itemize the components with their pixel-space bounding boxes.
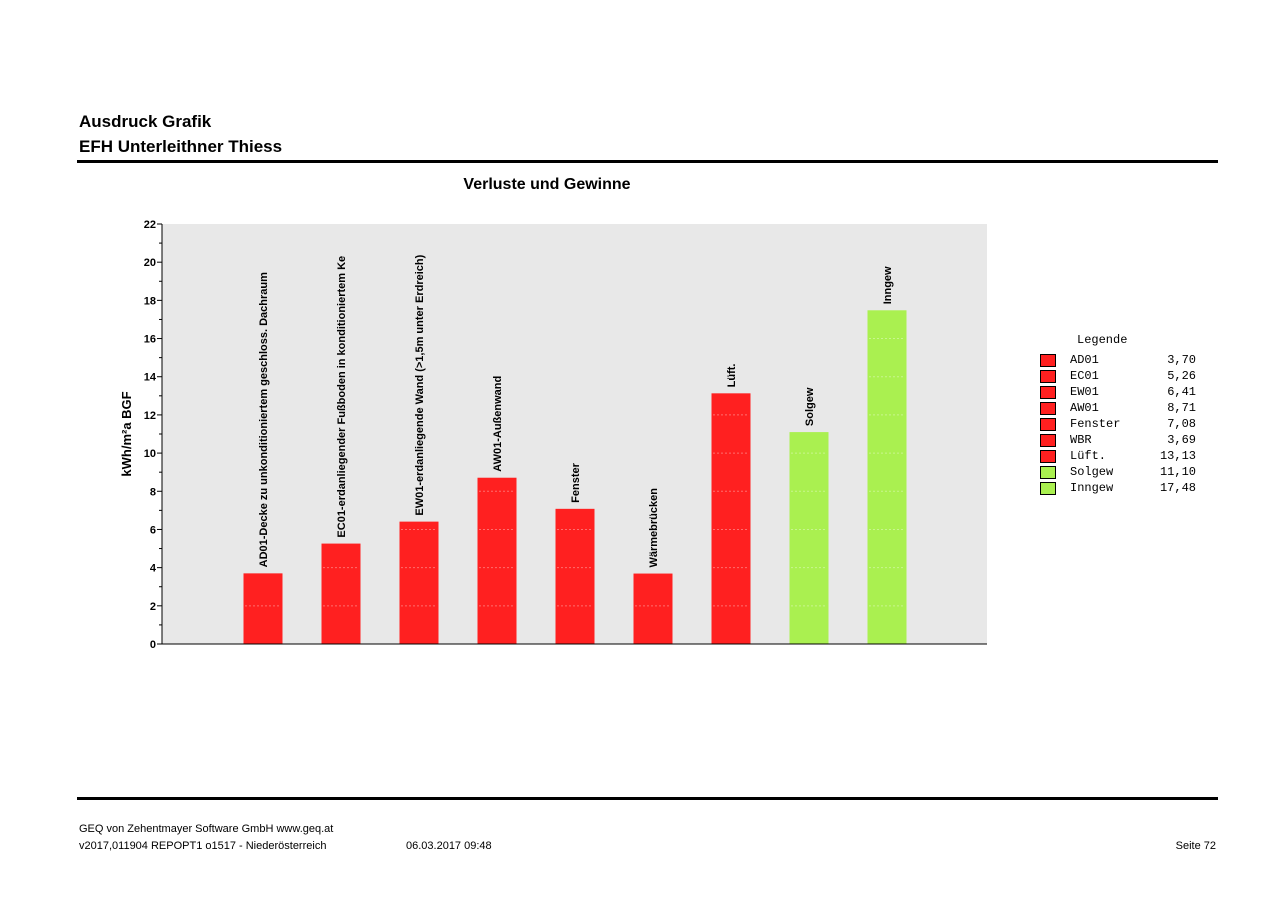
footer-divider (77, 797, 1218, 800)
bar-label: Inngew (882, 266, 894, 304)
legend-swatch (1040, 401, 1056, 415)
legend-swatch (1040, 385, 1056, 399)
legend-item-value: 8,71 (1167, 401, 1196, 415)
legend-swatch (1040, 353, 1056, 367)
y-tick-label: 4 (150, 563, 157, 575)
bar-label: EW01-erdanliegende Wand (>1,5m unter Erd… (414, 254, 426, 515)
legend-item-name: Fenster (1070, 417, 1121, 431)
legend-item: AW01 8,71 (1040, 400, 1196, 416)
y-tick-label: 16 (144, 334, 156, 346)
y-tick-label: 0 (150, 639, 156, 651)
bar (789, 432, 829, 644)
bar (867, 310, 907, 644)
chart-title: Verluste und Gewinne (463, 176, 630, 193)
y-tick-label: 8 (150, 486, 156, 498)
legend-item-name: WBR (1070, 433, 1092, 447)
report-title: Ausdruck Grafik (79, 112, 212, 131)
legend-item: Inngew 17,48 (1040, 480, 1196, 496)
legend-swatch (1040, 481, 1056, 495)
legend-rows: AD01 3,70 EC01 5,26 EW01 6,41 AW01 8,71 Fenster 7… (1040, 352, 1196, 496)
legend-title: Legende (1077, 333, 1128, 347)
legend-item-value: 5,26 (1167, 369, 1196, 383)
y-tick-label: 20 (144, 257, 156, 269)
bar-label: Fenster (570, 462, 582, 502)
legend-item-value: 7,08 (1167, 417, 1196, 431)
footer-version: v2017,011904 REPOPT1 o1517 - Niederöster… (79, 840, 327, 852)
legend-item-name: EC01 (1070, 369, 1099, 383)
legend-swatch (1040, 433, 1056, 447)
bar (633, 573, 673, 644)
bar-labels: AD01-Decke zu unkonditioniertem geschlos… (258, 254, 894, 567)
y-tick-label: 18 (144, 295, 156, 307)
bars (243, 310, 907, 644)
legend: Legende AD01 3,70 EC01 5,26 EW01 6,41 AW01 8,71… (1040, 333, 1196, 496)
bar-label: Wärmebrücken (648, 488, 660, 568)
legend-swatch (1040, 449, 1056, 463)
project-name: EFH Unterleithner Thiess (79, 137, 283, 156)
legend-item: WBR 3,69 (1040, 432, 1196, 448)
y-tick-label: 14 (144, 372, 157, 384)
legend-swatch (1040, 417, 1056, 431)
legend-swatch (1040, 465, 1056, 479)
y-tick-label: 2 (150, 601, 156, 613)
footer-datetime: 06.03.2017 09:48 (406, 840, 492, 852)
legend-item: EC01 5,26 (1040, 368, 1196, 384)
legend-item-value: 13,13 (1159, 449, 1196, 463)
legend-item-value: 6,41 (1167, 385, 1196, 399)
bar-label: EC01-erdanliegender Fußboden in konditio… (336, 256, 348, 538)
legend-item-name: AW01 (1070, 401, 1099, 415)
legend-item-value: 3,70 (1167, 353, 1196, 367)
legend-item-value: 11,10 (1159, 465, 1196, 479)
bar (555, 508, 595, 644)
legend-item: EW01 6,41 (1040, 384, 1196, 400)
bar (321, 543, 361, 644)
legend-item-name: Lüft. (1070, 449, 1107, 463)
y-axis: 0 2 4 6 8 10 12 14 16 18 20 22 (144, 219, 163, 651)
legend-item: AD01 3,70 (1040, 352, 1196, 368)
legend-item-name: AD01 (1070, 353, 1099, 367)
bar-label: Lüft. (726, 364, 738, 388)
legend-item-name: Solgew (1070, 465, 1114, 479)
footer-company: GEQ von Zehentmayer Software GmbH www.ge… (79, 823, 334, 835)
y-axis-label: kWh/m²a BGF (119, 391, 134, 476)
bar (243, 573, 283, 644)
bar (711, 393, 751, 644)
header-divider (77, 160, 1218, 163)
bar-label: AW01-Außenwand (492, 376, 504, 472)
legend-item: Fenster 7,08 (1040, 416, 1196, 432)
legend-item-name: Inngew (1070, 481, 1114, 495)
y-tick-label: 6 (150, 524, 156, 536)
y-tick-label: 22 (144, 219, 156, 231)
legend-item-value: 17,48 (1159, 481, 1196, 495)
footer-page-number: Seite 72 (1175, 840, 1216, 852)
bar-label: AD01-Decke zu unkonditioniertem geschlos… (258, 272, 270, 567)
legend-item: Solgew 11,10 (1040, 464, 1196, 480)
legend-swatch (1040, 369, 1056, 383)
legend-item-name: EW01 (1070, 385, 1099, 399)
bar-label: Solgew (804, 387, 816, 426)
bar (477, 477, 517, 644)
bar (399, 521, 439, 644)
y-tick-label: 12 (144, 410, 156, 422)
legend-item: Lüft. 13,13 (1040, 448, 1196, 464)
y-tick-label: 10 (144, 448, 156, 460)
legend-item-value: 3,69 (1167, 433, 1196, 447)
